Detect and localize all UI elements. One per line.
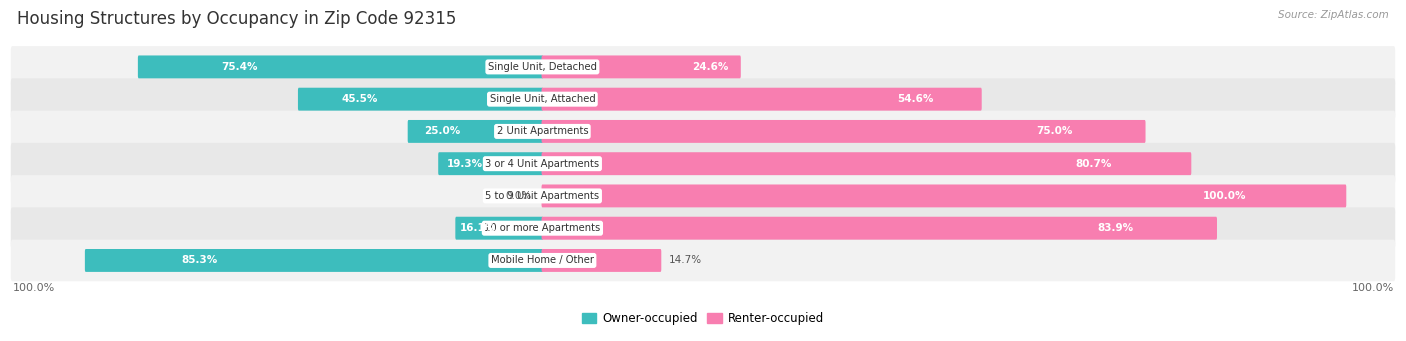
Text: 10 or more Apartments: 10 or more Apartments (484, 223, 600, 233)
FancyBboxPatch shape (541, 184, 1347, 207)
Text: Single Unit, Attached: Single Unit, Attached (489, 94, 595, 104)
Text: 100.0%: 100.0% (1351, 283, 1393, 293)
FancyBboxPatch shape (11, 46, 1395, 88)
FancyBboxPatch shape (408, 120, 543, 143)
FancyBboxPatch shape (439, 152, 543, 175)
FancyBboxPatch shape (11, 110, 1395, 152)
Text: 0.0%: 0.0% (505, 191, 531, 201)
FancyBboxPatch shape (456, 217, 543, 240)
Text: Housing Structures by Occupancy in Zip Code 92315: Housing Structures by Occupancy in Zip C… (17, 10, 456, 28)
Text: 5 to 9 Unit Apartments: 5 to 9 Unit Apartments (485, 191, 599, 201)
Text: 19.3%: 19.3% (447, 159, 482, 169)
FancyBboxPatch shape (541, 56, 741, 78)
FancyBboxPatch shape (138, 56, 543, 78)
FancyBboxPatch shape (541, 152, 1191, 175)
FancyBboxPatch shape (11, 143, 1395, 184)
FancyBboxPatch shape (541, 120, 1146, 143)
Text: Source: ZipAtlas.com: Source: ZipAtlas.com (1278, 10, 1389, 20)
Text: 45.5%: 45.5% (342, 94, 378, 104)
Text: 100.0%: 100.0% (1204, 191, 1247, 201)
Legend: Owner-occupied, Renter-occupied: Owner-occupied, Renter-occupied (578, 307, 828, 330)
Text: 3 or 4 Unit Apartments: 3 or 4 Unit Apartments (485, 159, 599, 169)
FancyBboxPatch shape (541, 88, 981, 110)
Text: Mobile Home / Other: Mobile Home / Other (491, 255, 593, 265)
Text: 80.7%: 80.7% (1076, 159, 1111, 169)
FancyBboxPatch shape (84, 249, 543, 272)
FancyBboxPatch shape (541, 249, 661, 272)
Text: 85.3%: 85.3% (181, 255, 218, 265)
Text: 16.1%: 16.1% (460, 223, 496, 233)
FancyBboxPatch shape (298, 88, 543, 110)
FancyBboxPatch shape (11, 175, 1395, 217)
FancyBboxPatch shape (11, 207, 1395, 249)
FancyBboxPatch shape (541, 217, 1218, 240)
Text: 14.7%: 14.7% (669, 255, 702, 265)
Text: 2 Unit Apartments: 2 Unit Apartments (496, 127, 588, 136)
Text: 24.6%: 24.6% (692, 62, 728, 72)
Text: Single Unit, Detached: Single Unit, Detached (488, 62, 598, 72)
Text: 54.6%: 54.6% (897, 94, 934, 104)
Text: 83.9%: 83.9% (1097, 223, 1133, 233)
Text: 75.0%: 75.0% (1036, 127, 1073, 136)
FancyBboxPatch shape (11, 78, 1395, 120)
Text: 100.0%: 100.0% (13, 283, 55, 293)
Text: 75.4%: 75.4% (221, 62, 257, 72)
Text: 25.0%: 25.0% (423, 127, 460, 136)
FancyBboxPatch shape (11, 240, 1395, 281)
